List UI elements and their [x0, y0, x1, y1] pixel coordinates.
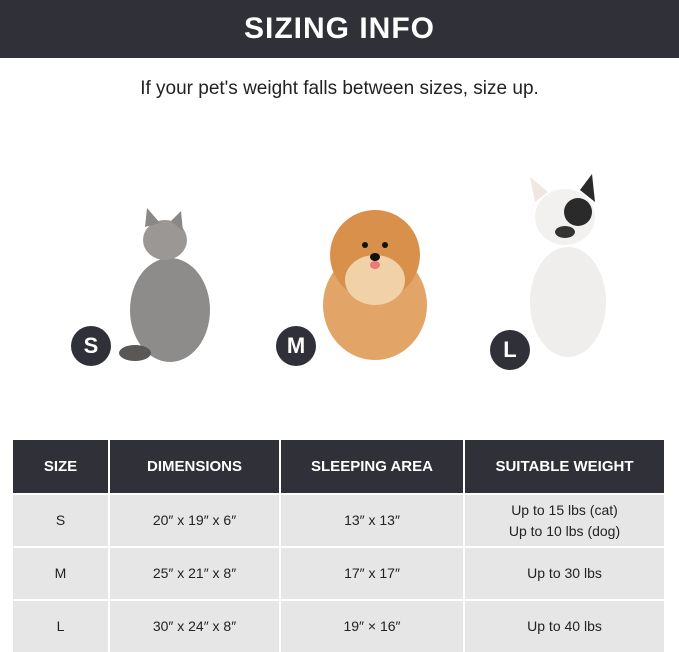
header-sleeping-area: SLEEPING AREA: [279, 440, 464, 494]
cell-weight: Up to 15 lbs (cat) Up to 10 lbs (dog): [463, 493, 664, 547]
cell-sleeping-area: 19″ × 16″: [279, 599, 464, 652]
sizing-table: SIZE DIMENSIONS SLEEPING AREA SUITABLE W…: [13, 440, 664, 652]
table-row: M 25″ x 21″ x 8″ 17″ x 17″ Up to 30 lbs: [13, 546, 664, 600]
cell-dimensions: 20″ x 19″ x 6″: [108, 493, 280, 547]
header-dimensions: DIMENSIONS: [108, 440, 280, 494]
cell-weight: Up to 30 lbs: [463, 546, 664, 600]
weight-cat: Up to 15 lbs (cat): [511, 501, 618, 518]
size-badge-l: L: [490, 330, 530, 370]
table-header-row: SIZE DIMENSIONS SLEEPING AREA SUITABLE W…: [13, 440, 664, 494]
cell-weight: Up to 40 lbs: [463, 599, 664, 652]
cell-size: M: [13, 546, 109, 600]
header-size: SIZE: [13, 440, 109, 494]
table-row: S 20″ x 19″ x 6″ 13″ x 13″ Up to 15 lbs …: [13, 493, 664, 547]
cell-sleeping-area: 13″ x 13″: [279, 493, 464, 547]
cell-size: S: [13, 493, 109, 547]
weight-dog: Up to 10 lbs (dog): [508, 522, 621, 539]
sizing-tip: If your pet's weight falls between sizes…: [140, 78, 539, 99]
cell-size: L: [13, 599, 109, 652]
size-badge-m: M: [276, 326, 316, 366]
pomeranian-image: [323, 210, 427, 360]
table-row: L 30″ x 24″ x 8″ 19″ × 16″ Up to 40 lbs: [13, 599, 664, 652]
header-suitable-weight: SUITABLE WEIGHT: [463, 440, 664, 494]
cell-sleeping-area: 17″ x 17″: [279, 546, 464, 600]
cat-image: [119, 208, 210, 362]
size-badge-s: S: [71, 326, 111, 366]
cell-dimensions: 25″ x 21″ x 8″: [108, 546, 280, 600]
french-bulldog-image: [530, 174, 606, 357]
sizing-info-banner: SIZING INFO: [0, 0, 679, 58]
cell-dimensions: 30″ x 24″ x 8″: [108, 599, 280, 652]
